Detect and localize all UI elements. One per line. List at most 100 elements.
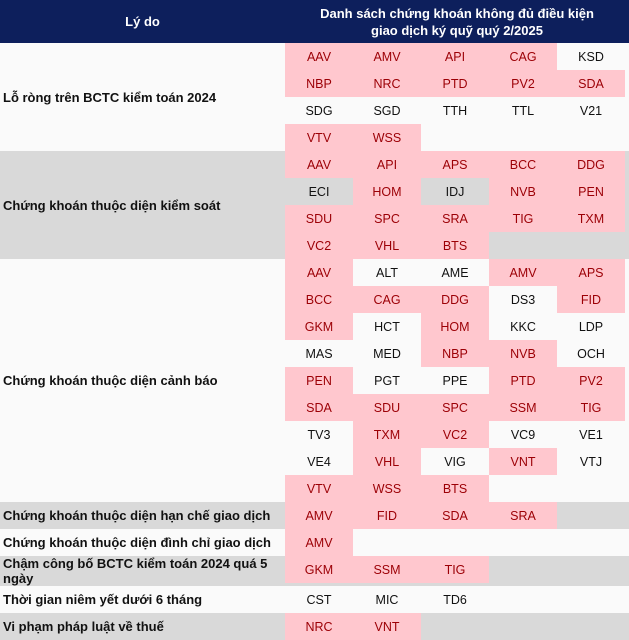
empty-cell: [489, 586, 557, 613]
symbol-cell: HCT: [374, 319, 400, 334]
symbol-cell: SRA: [489, 502, 557, 529]
table-row: AAV ALT AME AMV APS: [285, 259, 629, 286]
empty-cell: [421, 529, 489, 556]
symbol-cell: SSM: [353, 556, 421, 583]
symbol-cell: SDG: [305, 103, 333, 118]
empty-cell: [557, 529, 625, 556]
table-row: AMV: [285, 529, 629, 556]
symbol-cell: SPC: [353, 205, 421, 232]
symbol-grid: AAV API APS BCC DDG ECI HOM IDJ NVB PEN SDU SPC SRA T…: [285, 151, 629, 259]
symbol-cell: VIG: [444, 454, 466, 469]
symbol-cell: VHL: [353, 448, 421, 475]
reason-group: Chậm công bố BCTC kiểm toán 2024 quá 5 n…: [0, 556, 629, 586]
table-row: ECI HOM IDJ NVB PEN: [285, 178, 629, 205]
reason-label: Chứng khoán thuộc diện kiểm soát: [3, 197, 221, 213]
reason-group: Chứng khoán thuộc diện cảnh báo AAV ALT AME…: [0, 259, 629, 502]
empty-cell: [421, 124, 489, 151]
table-row: VE4 VHL VIG VNT VTJ: [285, 448, 629, 475]
empty-cell: [557, 556, 625, 583]
symbol-cell: MIC: [375, 592, 399, 607]
list-column-header: Danh sách chứng khoán không đủ điều kiện…: [285, 0, 629, 43]
symbol-cell: ALT: [376, 265, 398, 280]
symbol-cell: BCC: [489, 151, 557, 178]
table-row: NRC VNT: [285, 613, 629, 640]
list-header-line1: Danh sách chứng khoán không đủ điều kiện: [320, 6, 594, 21]
empty-cell: [557, 124, 625, 151]
reason-label: Chứng khoán thuộc diện cảnh báo: [3, 373, 218, 388]
symbol-cell: TD6: [443, 592, 467, 607]
symbol-cell: APS: [421, 151, 489, 178]
symbol-cell: PGT: [374, 373, 400, 388]
symbol-cell: CST: [306, 592, 332, 607]
symbol-cell: WSS: [353, 124, 421, 151]
symbol-cell: NVB: [489, 178, 557, 205]
symbol-cell: GKM: [285, 556, 353, 583]
symbol-cell: SDA: [421, 502, 489, 529]
symbol-cell: TIG: [421, 556, 489, 583]
symbol-cell: AAV: [285, 151, 353, 178]
empty-cell: [353, 529, 421, 556]
table-row: PEN PGT PPE PTD PV2: [285, 367, 629, 394]
reason-label: Chứng khoán thuộc diện hạn chế giao dịch: [3, 508, 271, 523]
symbol-cell: MAS: [305, 346, 333, 361]
table-row: BCC CAG DDG DS3 FID: [285, 286, 629, 313]
symbol-cell: LDP: [578, 319, 604, 334]
symbol-cell: SGD: [373, 103, 401, 118]
symbol-cell: VTV: [285, 475, 353, 502]
empty-cell: [489, 556, 557, 583]
symbol-cell: SRA: [421, 205, 489, 232]
empty-cell: [489, 613, 557, 640]
symbol-cell: CAG: [353, 286, 421, 313]
table-body: Lỗ ròng trên BCTC kiểm toán 2024 AAV AMV AP…: [0, 43, 629, 640]
table-row: VC2 VHL BTS: [285, 232, 629, 259]
symbol-cell: BCC: [285, 286, 353, 313]
symbol-cell: VE1: [579, 427, 603, 442]
table-row: SDU SPC SRA TIG TXM: [285, 205, 629, 232]
symbol-cell: SDA: [557, 70, 625, 97]
symbol-cell: PEN: [557, 178, 625, 205]
symbol-cell: KKC: [510, 319, 536, 334]
table-row: AMV FID SDA SRA: [285, 502, 629, 529]
symbol-grid: CST MIC TD6: [285, 586, 629, 613]
table-row: TV3 TXM VC2 VC9 VE1: [285, 421, 629, 448]
reason-label: Chậm công bố BCTC kiểm toán 2024 quá 5 n…: [3, 556, 268, 586]
symbol-cell: BTS: [421, 232, 489, 259]
table-header: Lý do Danh sách chứng khoán không đủ điề…: [0, 0, 629, 43]
symbol-cell: VNT: [489, 448, 557, 475]
empty-cell: [421, 613, 489, 640]
symbol-cell: AMV: [285, 502, 353, 529]
empty-cell: [489, 475, 557, 502]
symbol-cell: PPE: [442, 373, 468, 388]
reason-group: Chứng khoán thuộc diện đình chỉ giao dịc…: [0, 529, 629, 556]
symbol-cell: NRC: [285, 613, 353, 640]
symbol-cell: TXM: [353, 421, 421, 448]
symbol-cell: PV2: [557, 367, 625, 394]
symbol-cell: FID: [557, 286, 625, 313]
symbol-cell: TIG: [557, 394, 625, 421]
table-row: GKM SSM TIG: [285, 556, 629, 583]
symbol-cell: NBP: [421, 340, 489, 367]
table-row: SDA SDU SPC SSM TIG: [285, 394, 629, 421]
symbol-cell: HOM: [353, 178, 421, 205]
symbol-cell: TTH: [442, 103, 468, 118]
empty-cell: [557, 502, 625, 529]
symbol-grid: AAV AMV API CAG KSD NBP NRC PTD PV2 SDA SDG SGD TTH T…: [285, 43, 629, 151]
reason-group: Thời gian niêm yết dưới 6 tháng CST MIC TD6: [0, 586, 629, 613]
symbol-cell: OCH: [577, 346, 605, 361]
symbol-cell: DDG: [557, 151, 625, 178]
symbol-cell: TXM: [557, 205, 625, 232]
symbol-cell: IDJ: [445, 184, 465, 199]
symbol-cell: SDA: [285, 394, 353, 421]
reason-label: Chứng khoán thuộc diện đình chỉ giao dịc…: [3, 535, 271, 550]
symbol-cell: APS: [557, 259, 625, 286]
reason-label: Thời gian niêm yết dưới 6 tháng: [3, 592, 203, 607]
table-row: SDG SGD TTH TTL V21: [285, 97, 629, 124]
symbol-cell: VTV: [285, 124, 353, 151]
table-row: MAS MED NBP NVB OCH: [285, 340, 629, 367]
symbol-cell: VE4: [307, 454, 331, 469]
symbol-cell: VC2: [421, 421, 489, 448]
empty-cell: [557, 232, 625, 259]
symbol-cell: VHL: [353, 232, 421, 259]
empty-cell: [557, 613, 625, 640]
symbol-grid: AMV: [285, 529, 629, 556]
